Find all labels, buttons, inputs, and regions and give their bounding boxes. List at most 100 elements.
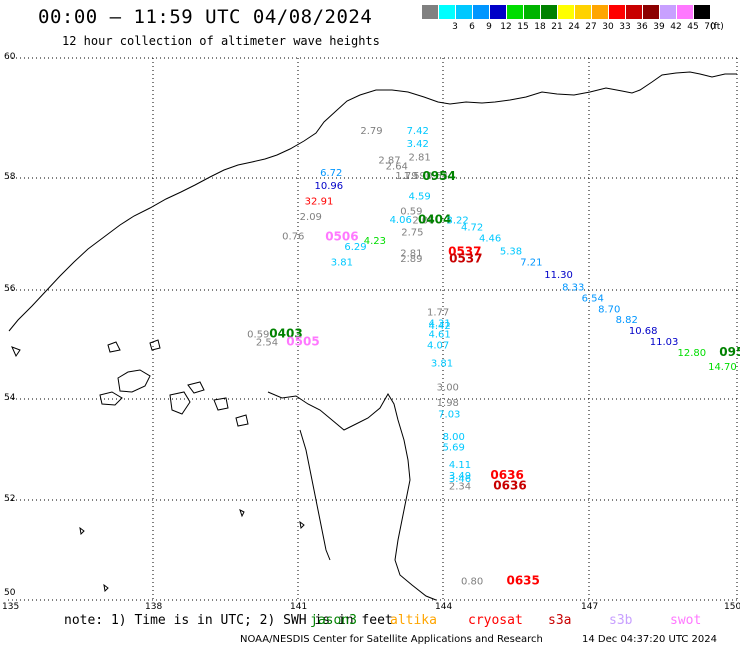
scale-label: 15 (517, 22, 529, 32)
wave-height-value: 4.06 (390, 215, 412, 226)
wave-height-value: 2.09 (300, 212, 322, 223)
pass-time-label: 0404 (418, 212, 451, 226)
page-subtitle: 12 hour collection of altimeter wave hei… (62, 34, 380, 48)
wave-height-observations: 2.79 7.42 3.42 2.81 2.872.641.791.59 0.540954… (247, 126, 740, 587)
islands-cluster (11, 339, 249, 427)
wave-height-value: 8.70 (598, 304, 620, 315)
satellite-cryosat: cryosat (468, 613, 523, 628)
footer-timestamp: 14 Dec 04:37:20 UTC 2024 (582, 634, 717, 645)
wave-height-value: 3.46 (449, 474, 471, 485)
lon-label: 150 (724, 602, 740, 612)
scale-swatch (456, 5, 472, 19)
wave-height-value: 5.69 (443, 443, 465, 454)
scale-label: 9 (486, 22, 492, 32)
wave-height-value: 2.54 (256, 338, 278, 349)
wave-height-value: 7.03 (438, 410, 460, 421)
wave-height-value: 4.61 (428, 329, 450, 340)
pass-time-label: 0403 (269, 326, 302, 340)
wave-height-value: 1.77 (427, 308, 449, 319)
wave-height-value: 7.21 (520, 257, 542, 268)
scale-label: 42 (670, 22, 682, 32)
pass-time-label: 0537 (449, 252, 482, 266)
wave-height-value: 14.70 (708, 362, 737, 373)
scale-swatch (575, 5, 591, 19)
wave-height-value: 0.80 (461, 577, 483, 588)
lon-label: 147 (581, 602, 599, 612)
wave-height-value: 8.82 (616, 315, 638, 326)
scale-swatch (609, 5, 625, 19)
scale-label: 70 (704, 22, 716, 32)
wave-height-value: 12.80 (677, 348, 706, 359)
sakhalin-coast (267, 391, 437, 601)
wave-height-value: 4.23 (364, 236, 386, 247)
scale-label: 12 (500, 22, 512, 32)
wave-height-value: 3.00 (437, 382, 459, 393)
wave-height-value: 1.79 (395, 171, 417, 182)
lon-label: 141 (290, 602, 308, 612)
scale-swatch (643, 5, 659, 19)
lon-label: 138 (145, 602, 163, 612)
scale-swatch (541, 5, 557, 19)
scale-label: 27 (585, 22, 597, 32)
wave-height-value: 2.06 (412, 215, 434, 226)
scale-swatch (694, 5, 710, 19)
wave-height-value: 3.22 (446, 215, 468, 226)
wave-height-value: 2.79 (360, 126, 382, 137)
scale-label: 6 (469, 22, 475, 32)
wave-height-value: 4.07 (427, 340, 449, 351)
wave-height-value: 2.81 (408, 153, 430, 164)
scale-swatch (422, 5, 438, 19)
wave-height-value: 2.87 (378, 156, 400, 167)
wave-height-value: 2.64 (386, 162, 408, 173)
small-islets (79, 509, 305, 593)
scale-label: 45 (687, 22, 699, 32)
wave-height-value: 11.30 (544, 270, 573, 281)
wave-height-value: 2.89 (400, 254, 422, 265)
scale-swatch (439, 5, 455, 19)
wave-height-value: 4.42 (428, 321, 450, 332)
scale-unit: (ft) (710, 22, 724, 32)
scale-swatch (660, 5, 676, 19)
wave-height-value: 3.81 (331, 257, 353, 268)
wave-height-value: 0.76 (282, 232, 304, 243)
wave-height-value: 7.42 (407, 126, 429, 137)
scale-swatch (473, 5, 489, 19)
scale-label: 21 (551, 22, 563, 32)
wave-height-value: 2.81 (400, 248, 422, 259)
wave-height-value: 3.42 (407, 139, 429, 150)
wave-height-value: 4.31 (428, 319, 450, 330)
coastline (8, 71, 737, 601)
scale-swatch (524, 5, 540, 19)
wave-height-value: 8.33 (562, 283, 584, 294)
pass-time-label: 0955 (719, 345, 740, 359)
satellite-swot: swot (670, 613, 702, 628)
wave-height-value: 4.72 (461, 223, 483, 234)
mainland-coast (8, 71, 737, 332)
wave-height-value: 4.11 (449, 460, 471, 471)
pass-time-label: 0636 (490, 468, 523, 482)
lat-label: 54 (4, 393, 16, 403)
pass-time-label: 0636 (493, 478, 526, 492)
wave-height-value: 2.75 (401, 228, 423, 239)
sakhalin-west (299, 429, 331, 561)
wave-height-value: 5.38 (500, 247, 522, 258)
scale-label: 18 (534, 22, 546, 32)
scale-label: 33 (619, 22, 631, 32)
scale-swatch (677, 5, 693, 19)
pass-time-label: 0506 (325, 230, 358, 244)
lat-label: 50 (4, 588, 16, 598)
satellite-jason3: jason3 (310, 613, 357, 628)
satellite-s3a: s3a (548, 613, 572, 628)
scale-label: 3 (452, 22, 458, 32)
pass-time-label: 0505 (286, 335, 319, 349)
wave-height-value: 0.59 (247, 329, 269, 340)
scale-label: 39 (653, 22, 665, 32)
scale-label: 30 (602, 22, 614, 32)
scale-swatch (592, 5, 608, 19)
wave-height-value: 4.46 (479, 233, 501, 244)
lon-label: 144 (435, 602, 453, 612)
wave-height-value: 11.03 (650, 337, 679, 348)
graticule (8, 57, 738, 601)
lat-label: 52 (4, 494, 16, 504)
